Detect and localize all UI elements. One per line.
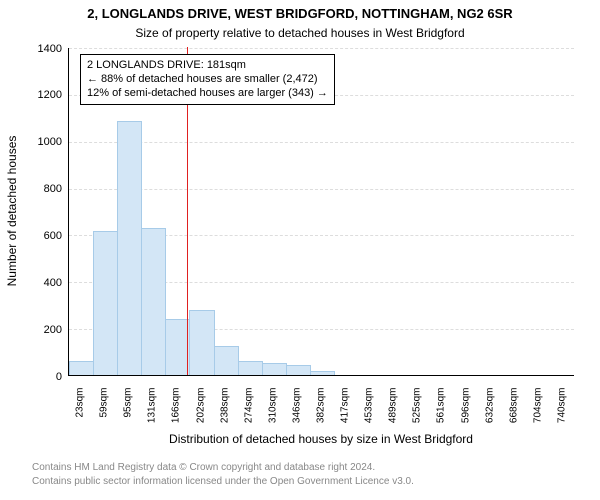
chart-title-line2: Size of property relative to detached ho… [0,26,600,40]
y-tick-label: 0 [26,371,62,383]
footer-line2: Contains public sector information licen… [32,476,414,487]
histogram-bar [238,361,263,375]
histogram-bar [189,310,214,375]
x-tick-label: 274sqm [243,388,254,448]
x-tick-label: 131sqm [147,388,158,448]
histogram-bar [141,228,166,375]
x-tick-label: 561sqm [436,388,447,448]
annotation-box: 2 LONGLANDS DRIVE: 181sqm ← 88% of detac… [80,54,335,105]
chart-container: { "title_line1": "2, LONGLANDS DRIVE, WE… [0,0,600,500]
histogram-bar [69,361,94,375]
y-tick-label: 600 [26,230,62,242]
x-tick-label: 525sqm [412,388,423,448]
x-tick-label: 310sqm [267,388,278,448]
x-tick-label: 346sqm [291,388,302,448]
footer-line1: Contains HM Land Registry data © Crown c… [32,462,375,473]
y-tick-label: 1200 [26,89,62,101]
x-tick-label: 632sqm [484,388,495,448]
histogram-bar [286,365,311,375]
x-tick-label: 95sqm [123,388,134,448]
x-tick-label: 704sqm [532,388,543,448]
x-tick-label: 489sqm [388,388,399,448]
y-tick-label: 200 [26,324,62,336]
x-tick-label: 596sqm [460,388,471,448]
y-tick-label: 400 [26,277,62,289]
histogram-bar [93,231,118,375]
annotation-line3: 12% of semi-detached houses are larger (… [87,87,328,101]
x-tick-label: 59sqm [99,388,110,448]
y-tick-label: 1000 [26,136,62,148]
histogram-bar [117,121,142,375]
x-tick-label: 668sqm [508,388,519,448]
x-tick-label: 417sqm [340,388,351,448]
x-tick-label: 23sqm [75,388,86,448]
x-tick-label: 202sqm [195,388,206,448]
y-tick-label: 1400 [26,43,62,55]
chart-title-line1: 2, LONGLANDS DRIVE, WEST BRIDGFORD, NOTT… [0,6,600,21]
histogram-bar [262,363,287,375]
annotation-line2: ← 88% of detached houses are smaller (2,… [87,73,328,87]
x-tick-label: 740sqm [556,388,567,448]
histogram-bar [310,371,335,376]
x-tick-label: 238sqm [219,388,230,448]
histogram-bar [214,346,239,375]
y-axis-label: Number of detached houses [5,111,19,311]
annotation-line1: 2 LONGLANDS DRIVE: 181sqm [87,59,328,73]
y-tick-label: 800 [26,183,62,195]
x-tick-label: 382sqm [316,388,327,448]
x-tick-label: 453sqm [364,388,375,448]
x-tick-label: 166sqm [171,388,182,448]
